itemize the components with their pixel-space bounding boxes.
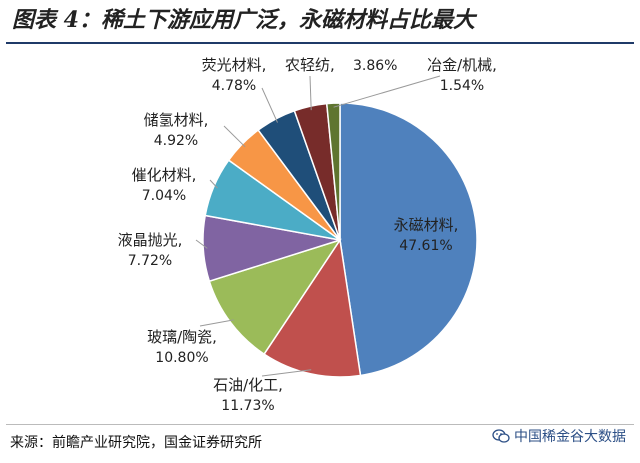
- leader-line: [261, 87, 278, 123]
- slice-value-label: 47.61%: [399, 238, 452, 254]
- slice-value-label: 11.73%: [221, 398, 274, 414]
- slice-name-label: 农轻纺,: [285, 56, 335, 74]
- slice-name-label: 永磁材料,: [394, 216, 459, 234]
- slice-value-label: 4.78%: [212, 78, 256, 94]
- source-note: 来源：前瞻产业研究院，国金证券研究所: [10, 435, 262, 451]
- title-rule: [6, 42, 634, 44]
- leader-line: [333, 75, 441, 108]
- pie-slice: [208, 238, 342, 356]
- pie-slice: [263, 237, 362, 378]
- slice-name-label: 玻璃/陶瓷,: [147, 328, 217, 346]
- watermark-text: 中国稀金谷大数据: [514, 429, 626, 445]
- wechat-icon: [492, 429, 510, 443]
- slice-name-label: 石油/化工,: [213, 376, 283, 394]
- leader-line: [309, 75, 312, 111]
- slice-value-label: 10.80%: [155, 350, 208, 366]
- slice-name-label: 荧光材料,: [202, 56, 267, 74]
- leader-line: [199, 319, 234, 327]
- pie-slice: [325, 102, 341, 241]
- slice-name-label: 催化材料,: [132, 166, 197, 184]
- footer-rule: [6, 424, 634, 425]
- slice-value-label: 3.86%: [353, 58, 397, 74]
- slice-name-label: 冶金/机械,: [427, 56, 497, 74]
- leader-line: [209, 179, 218, 189]
- slice-name-label: 储氢材料,: [144, 111, 209, 129]
- leader-line: [195, 239, 208, 249]
- leader-line: [223, 125, 246, 148]
- slice-value-label: 7.72%: [128, 253, 172, 269]
- chart-title: 图表 4：稀土下游应用广泛，永磁材料占比最大: [12, 7, 475, 33]
- slice-value-label: 7.04%: [142, 188, 186, 204]
- pie-slice: [339, 102, 478, 377]
- watermark: 中国稀金谷大数据: [492, 426, 626, 446]
- slice-value-label: 4.92%: [154, 133, 198, 149]
- slice-value-label: 1.54%: [440, 78, 484, 94]
- leader-line: [261, 369, 312, 377]
- slice-name-label: 液晶抛光,: [118, 231, 183, 249]
